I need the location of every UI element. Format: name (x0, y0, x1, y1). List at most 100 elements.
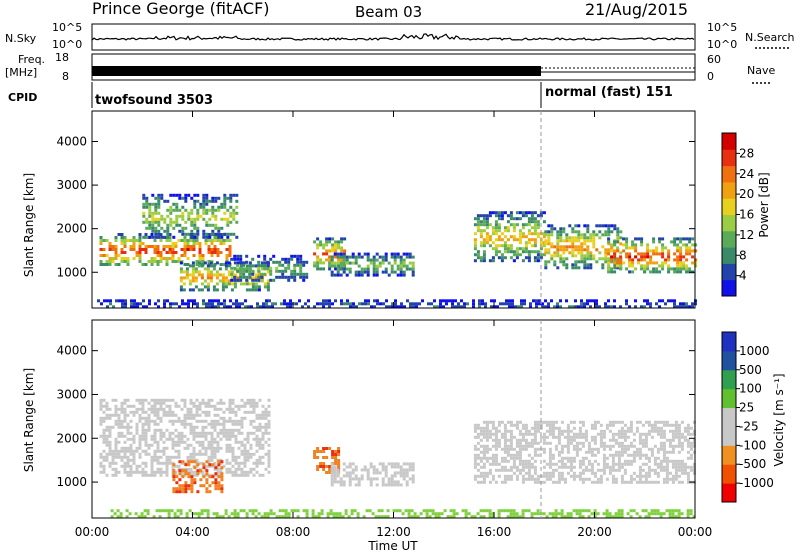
power-cell (482, 229, 486, 233)
power-cell (242, 261, 246, 265)
velocity-cell (677, 426, 681, 430)
velocity-cell (330, 474, 334, 478)
power-cell (565, 239, 569, 243)
velocity-cell (393, 462, 397, 466)
power-cell (685, 270, 689, 274)
velocity-cell (494, 462, 498, 466)
power-cell (179, 279, 183, 283)
velocity-cell (539, 420, 543, 424)
power-cell (148, 202, 152, 206)
power-cell (99, 248, 103, 251)
nsky-line (91, 33, 695, 41)
power-cell (165, 263, 169, 266)
velocity-cell (181, 484, 185, 488)
power-cell (664, 258, 668, 262)
power-cell (478, 302, 481, 306)
power-cell (682, 237, 686, 241)
power-cell (281, 272, 285, 276)
velocity-cell (201, 398, 205, 402)
power-cell (571, 239, 575, 243)
power-cell (688, 237, 692, 241)
velocity-cell (102, 458, 106, 462)
power-cell (331, 246, 335, 250)
velocity-cell (551, 474, 555, 478)
power-cell (527, 238, 531, 242)
velocity-cell (560, 429, 564, 433)
velocity-cell (470, 515, 474, 519)
velocity-cell (659, 462, 663, 466)
power-cell (229, 199, 233, 203)
power-cell (290, 257, 294, 261)
velocity-cell (210, 422, 214, 426)
power-cell (517, 305, 520, 309)
power-cell (334, 249, 338, 253)
velocity-cell (153, 431, 157, 435)
velocity-cell (363, 465, 367, 469)
power-cell (198, 248, 202, 251)
power-cell (503, 241, 507, 245)
velocity-cell (345, 474, 349, 478)
power-cell (183, 242, 187, 245)
power-cell (366, 273, 370, 277)
velocity-cell (135, 398, 139, 402)
velocity-cell (213, 461, 217, 465)
power-cell (667, 267, 671, 271)
velocity-cell (204, 410, 208, 414)
velocity-cell (156, 440, 160, 444)
power-cell (228, 239, 232, 242)
power-cell (550, 254, 554, 258)
power-cell (281, 275, 285, 279)
velocity-cell (566, 423, 570, 427)
power-cell (415, 302, 418, 306)
velocity-cell (503, 447, 507, 451)
power-cell (331, 302, 334, 306)
power-cell (172, 193, 176, 197)
velocity-cell (390, 465, 394, 469)
velocity-cell (689, 453, 693, 457)
power-cell (299, 275, 303, 279)
power-cell (628, 270, 632, 274)
power-cell (190, 220, 194, 224)
power-cell (179, 288, 183, 292)
velocity-cell (653, 509, 657, 513)
power-cell (217, 302, 220, 306)
power-cell (694, 264, 698, 268)
velocity-cell (102, 467, 106, 471)
velocity-cell (320, 512, 324, 516)
power-cell (233, 261, 237, 265)
velocity-cell (123, 434, 127, 438)
velocity-cell (267, 455, 271, 459)
power-cell (202, 199, 206, 203)
velocity-cell (150, 404, 154, 408)
power-cell (460, 305, 463, 309)
power-cell (201, 257, 205, 260)
power-cell (202, 205, 206, 209)
velocity-cell (192, 470, 196, 474)
power-cell (366, 252, 370, 256)
power-cell (229, 205, 233, 209)
power-cell (640, 243, 644, 247)
velocity-cell (390, 462, 394, 466)
velocity-cell (521, 474, 525, 478)
velocity-cell (560, 456, 564, 460)
power-cell (640, 267, 644, 271)
power-cell (129, 248, 133, 251)
velocity-cell (614, 462, 618, 466)
velocity-cell (554, 462, 558, 466)
power-cell (607, 249, 611, 253)
velocity-cell (230, 512, 234, 516)
velocity-cell (126, 422, 130, 426)
velocity-cell (482, 465, 486, 469)
velocity-cell (251, 509, 255, 513)
power-cell (217, 196, 221, 200)
power-cell (482, 223, 486, 227)
power-cell (138, 245, 142, 248)
power-cell (331, 243, 335, 247)
power-cell (200, 264, 204, 268)
power-cell (186, 239, 190, 242)
velocity-cell (605, 456, 609, 460)
power-cell (166, 232, 170, 236)
velocity-cell (234, 461, 238, 465)
velocity-cell (539, 435, 543, 439)
velocity-cell (509, 438, 513, 442)
